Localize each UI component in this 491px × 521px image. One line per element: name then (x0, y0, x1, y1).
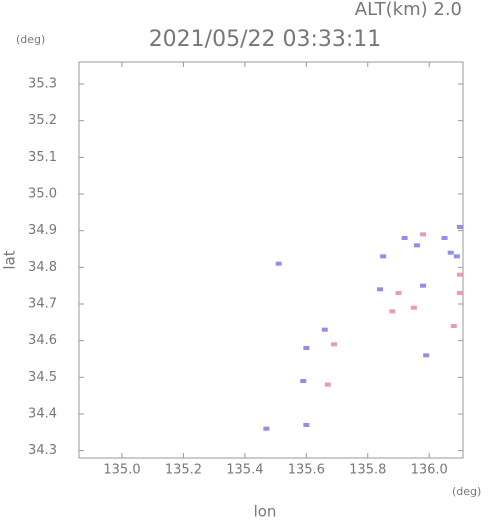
echo-point (423, 353, 430, 358)
echo-point (330, 342, 337, 347)
y-axis-label: lat (1, 250, 19, 269)
x-unit: (deg) (452, 485, 481, 498)
y-tick-label: 34.7 (28, 297, 57, 312)
echo-point (395, 291, 402, 295)
y-tick-label: 34.8 (28, 260, 57, 275)
echo-point (389, 309, 396, 314)
x-tick-label: 135.8 (349, 463, 386, 478)
y-tick-label: 35.0 (28, 187, 57, 202)
y-tick-label: 34.6 (28, 333, 57, 348)
echo-point (263, 426, 270, 431)
y-tick-label: 35.2 (28, 113, 57, 128)
y-tick-label: 34.5 (28, 370, 57, 385)
x-axis-label: lon (254, 503, 277, 521)
echo-point (401, 236, 408, 240)
echo-point (377, 287, 384, 292)
y-tick-label: 35.1 (28, 150, 57, 165)
x-tick-label: 136.0 (411, 463, 448, 478)
echo-point (410, 305, 417, 310)
chart-title: 2021/05/22 03:33:11 (149, 27, 382, 52)
echo-point (456, 225, 463, 229)
echo-point (380, 254, 387, 259)
echo-point (441, 236, 448, 240)
echo-point (453, 254, 460, 259)
y-tick-label: 34.4 (28, 407, 57, 422)
echo-point (321, 327, 328, 332)
altitude-annotation: ALT(km) 2.0 (355, 0, 462, 20)
y-tick-label: 35.3 (28, 77, 57, 92)
x-tick-label: 135.4 (226, 463, 263, 478)
echo-point (324, 382, 331, 387)
echo-point (447, 250, 454, 255)
y-tick-label: 34.3 (28, 443, 57, 458)
plot-frame (78, 61, 464, 459)
y-unit: (deg) (16, 33, 45, 46)
echo-point (303, 423, 310, 427)
echo-point (300, 379, 307, 383)
x-tick-label: 135.0 (103, 463, 140, 478)
echo-point (420, 283, 427, 288)
x-tick-label: 135.6 (288, 463, 325, 478)
echo-point (456, 291, 463, 295)
echo-point (456, 272, 463, 277)
echo-point (420, 232, 427, 237)
echo-point (413, 243, 420, 248)
echo-point (275, 261, 282, 266)
echo-point (303, 346, 310, 350)
x-tick-label: 135.2 (165, 463, 202, 478)
y-tick-label: 34.9 (28, 223, 57, 238)
echo-point (450, 324, 457, 328)
